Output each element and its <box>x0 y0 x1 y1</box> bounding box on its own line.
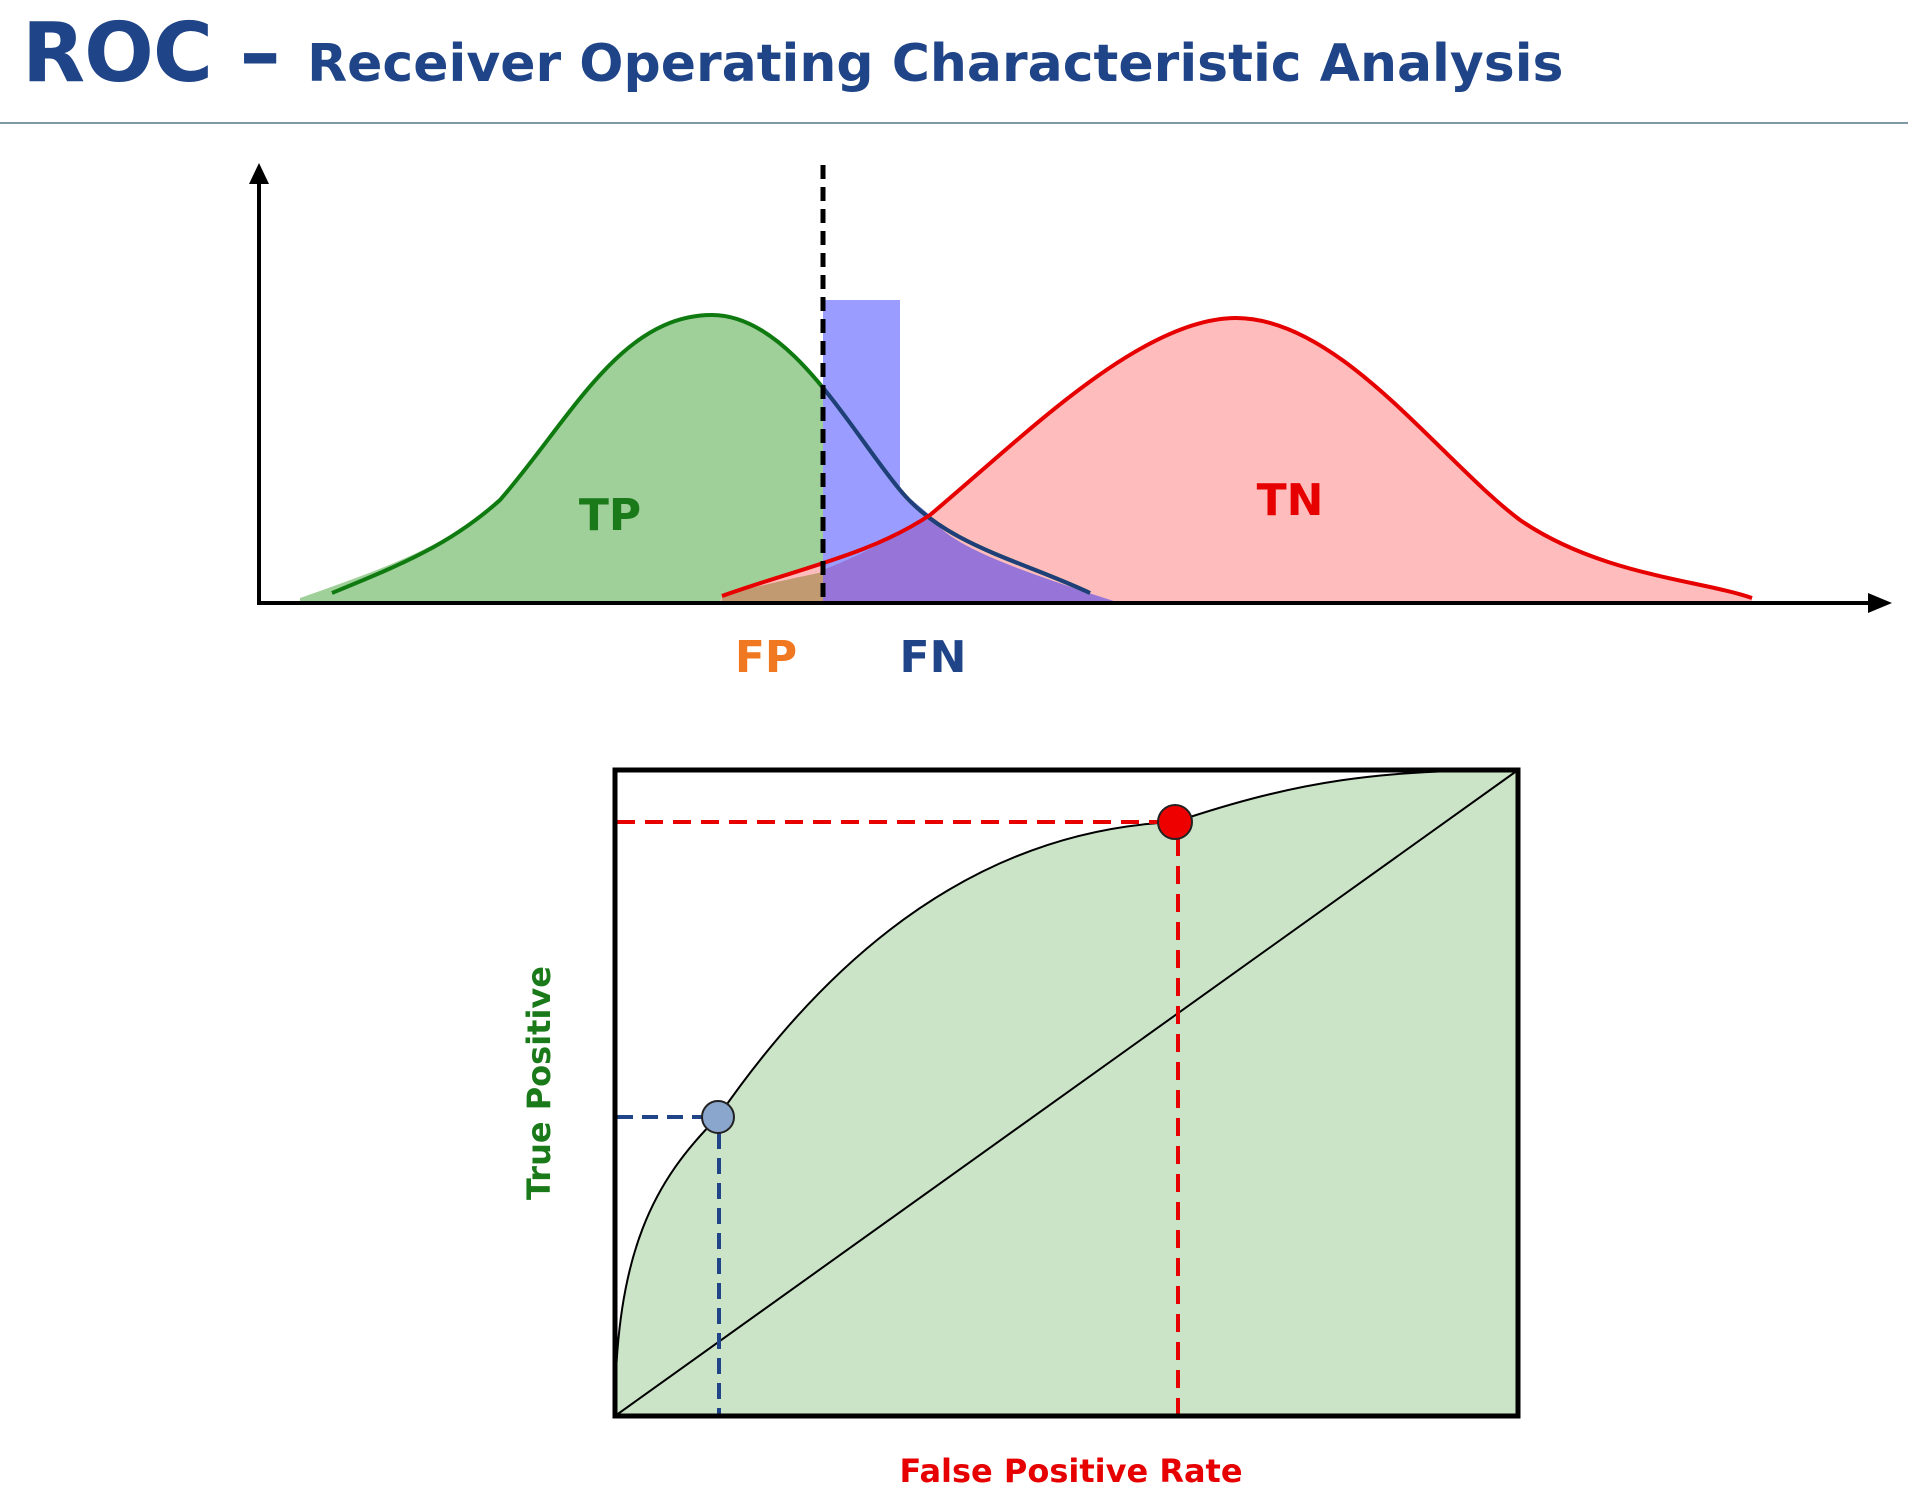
page-title: ROC – Receiver Operating Characteristic … <box>22 6 1564 101</box>
roc-plot: True Positive False Positive Rate <box>520 767 1521 1490</box>
dist-y-axis-arrow <box>249 163 269 184</box>
fn-edge-area <box>823 390 930 570</box>
red-operating-point <box>1157 804 1193 840</box>
roc-xlabel: False Positive Rate <box>899 1452 1242 1490</box>
fn-overlap-area <box>823 515 1120 603</box>
roc-diagonal <box>614 769 1519 1417</box>
fp-label: FP <box>735 632 797 683</box>
tn-label: TN <box>1257 475 1324 526</box>
blue-operating-point <box>701 1100 735 1134</box>
dist-x-axis-arrow <box>1868 593 1892 613</box>
tp-label: TP <box>579 490 641 541</box>
roc-curve <box>614 769 1519 1417</box>
title-divider <box>0 122 1908 124</box>
distribution-plot: TP TN FP FN <box>249 163 1892 683</box>
fn-curve-segment <box>823 384 1091 595</box>
tn-area <box>720 318 1752 603</box>
title-subtitle: Receiver Operating Characteristic Analys… <box>307 34 1564 94</box>
fp-area <box>722 572 823 603</box>
roc-frame <box>612 767 1521 1419</box>
title-main: ROC – <box>22 6 308 101</box>
fn-label: FN <box>900 632 967 683</box>
roc-ylabel: True Positive <box>520 966 558 1200</box>
tn-curve <box>721 315 1753 600</box>
